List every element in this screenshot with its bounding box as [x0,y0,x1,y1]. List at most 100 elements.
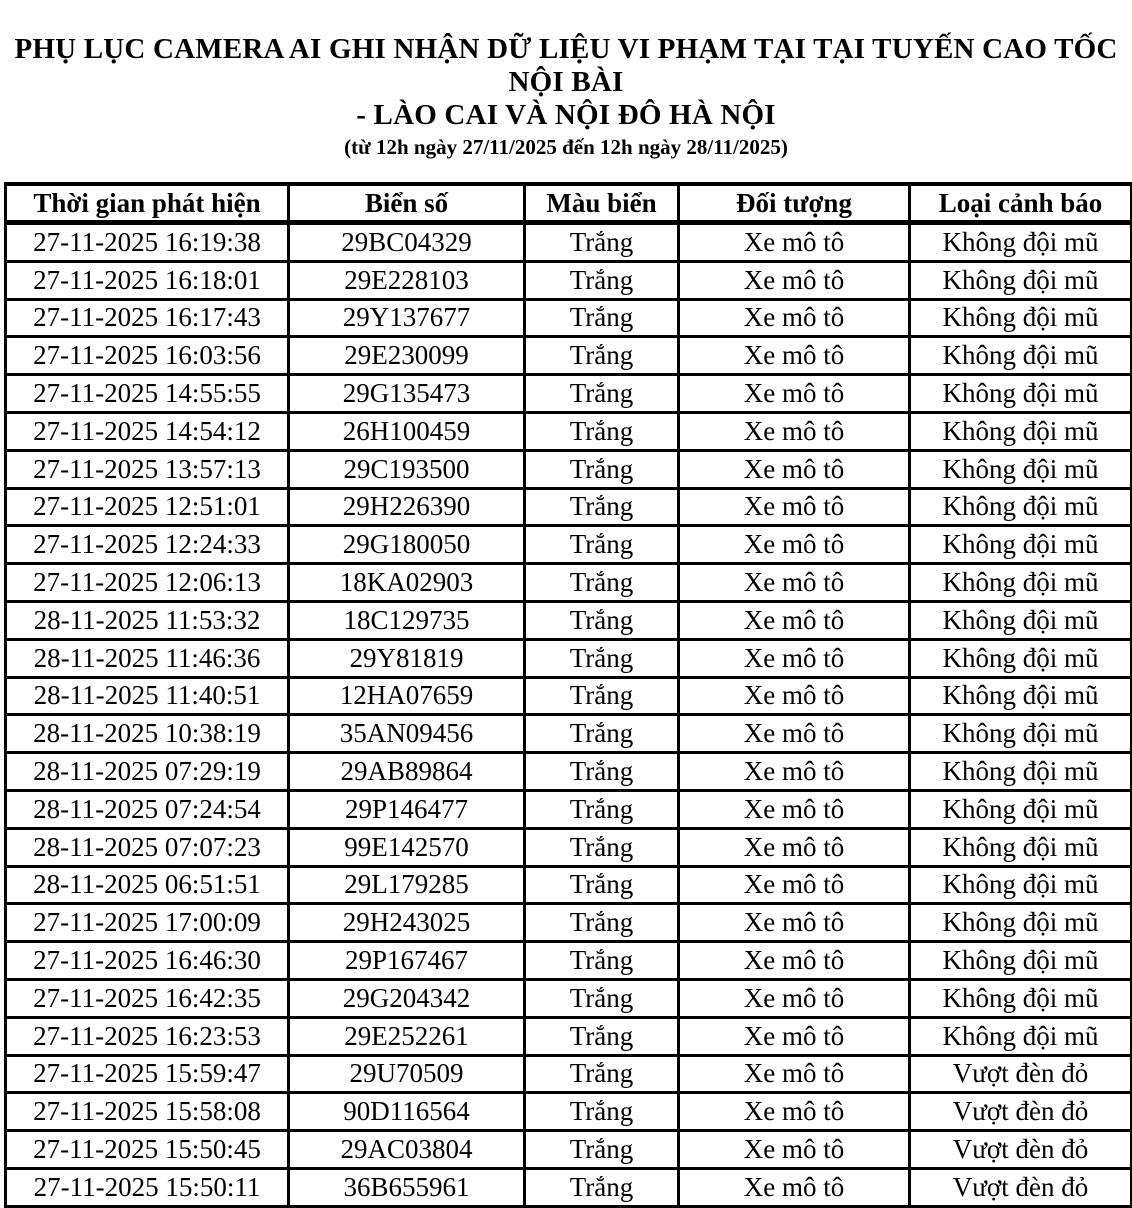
table-cell: Trắng [523,1015,680,1057]
table-cell: 99E142570 [287,826,526,868]
table-cell: 28-11-2025 10:38:19 [4,713,290,755]
table-cell: Trắng [523,220,680,263]
table-cell: 29E228103 [287,259,526,301]
column-header-object-type: Đối tượng [677,182,911,225]
table-cell: Không đội mũ [908,448,1132,490]
table-cell: Xe mô tô [677,524,911,566]
table-cell: Trắng [523,524,680,566]
table-cell: Xe mô tô [677,1166,911,1208]
table-cell: Xe mô tô [677,977,911,1019]
table-cell: Xe mô tô [677,599,911,641]
table-cell: Trắng [523,1053,680,1095]
table-row: 28-11-2025 11:53:32 18C129735 Trắng Xe mô t… [4,599,1132,641]
table-cell: Không đội mũ [908,675,1132,717]
table-cell: 18C129735 [287,599,526,641]
table-cell: 29BC04329 [287,220,526,263]
table-row: 27-11-2025 17:00:09 29H243025 Trắng Xe mô t… [4,902,1132,944]
table-row: 27-11-2025 16:17:43 29Y137677 Trắng Xe mô t… [4,297,1132,339]
table-cell: 12HA07659 [287,675,526,717]
table-row: 27-11-2025 12:51:01 29H226390 Trắng Xe mô t… [4,486,1132,528]
table-cell: Trắng [523,788,680,830]
table-cell: Trắng [523,637,680,679]
table-cell: 29Y81819 [287,637,526,679]
table-cell: Xe mô tô [677,1053,911,1095]
table-row: 28-11-2025 11:46:36 29Y81819 Trắng Xe mô tô… [4,637,1132,679]
table-row: 28-11-2025 11:40:51 12HA07659 Trắng Xe mô t… [4,675,1132,717]
table-cell: Xe mô tô [677,1091,911,1133]
violations-table: Thời gian phát hiện Biển số Màu biển Đối… [4,182,1132,1208]
table-row: 27-11-2025 16:46:30 29P167467 Trắng Xe mô t… [4,940,1132,981]
table-cell: Trắng [523,864,680,906]
table-cell: 29L179285 [287,864,526,906]
table-row: 27-11-2025 12:24:33 29G180050 Trắng Xe mô t… [4,524,1132,566]
table-cell: Trắng [523,599,680,641]
table-cell: 28-11-2025 06:51:51 [4,864,290,906]
table-cell: 28-11-2025 11:40:51 [4,675,290,717]
table-row: 28-11-2025 07:07:23 99E142570 Trắng Xe mô t… [4,826,1132,868]
table-cell: Trắng [523,486,680,528]
table-cell: Xe mô tô [677,940,911,981]
table-cell: 29E230099 [287,335,526,377]
page-title: PHỤ LỤC CAMERA AI GHI NHẬN DỮ LIỆU VI PH… [0,33,1132,132]
table-cell: Không đội mũ [908,373,1132,414]
table-cell: Không đội mũ [908,940,1132,981]
table-row: 27-11-2025 16:18:01 29E228103 Trắng Xe mô t… [4,259,1132,301]
table-cell: 29G135473 [287,373,526,414]
table-row: 27-11-2025 14:54:12 26H100459 Trắng Xe mô t… [4,410,1132,452]
table-cell: 28-11-2025 07:07:23 [4,826,290,868]
table-cell: Không đội mũ [908,599,1132,641]
table-cell: 29G180050 [287,524,526,566]
table-cell: 27-11-2025 16:18:01 [4,259,290,301]
table-cell: Xe mô tô [677,1129,911,1170]
table-cell: 29U70509 [287,1053,526,1095]
table-row: 28-11-2025 07:29:19 29AB89864 Trắng Xe mô t… [4,751,1132,792]
table-cell: 27-11-2025 12:06:13 [4,562,290,603]
table-cell: 27-11-2025 16:17:43 [4,297,290,339]
column-header-detection-time: Thời gian phát hiện [4,182,290,225]
table-cell: 29G204342 [287,977,526,1019]
table-cell: Trắng [523,713,680,755]
table-cell: Không đội mũ [908,864,1132,906]
table-cell: Trắng [523,335,680,377]
table-cell: Xe mô tô [677,297,911,339]
table-row: 27-11-2025 14:55:55 29G135473 Trắng Xe mô t… [4,373,1132,414]
table-cell: Không đội mũ [908,297,1132,339]
table-cell: Không đội mũ [908,902,1132,944]
table-cell: Trắng [523,1091,680,1133]
table-cell: Không đội mũ [908,562,1132,603]
table-row: 27-11-2025 15:58:08 90D116564 Trắng Xe mô t… [4,1091,1132,1133]
table-cell: 27-11-2025 15:59:47 [4,1053,290,1095]
table-row: 28-11-2025 10:38:19 35AN09456 Trắng Xe mô t… [4,713,1132,755]
table-cell: 36B655961 [287,1166,526,1208]
table-cell: Trắng [523,562,680,603]
table-cell: Xe mô tô [677,1015,911,1057]
table-cell: Trắng [523,751,680,792]
table-cell: 29P167467 [287,940,526,981]
table-cell: Xe mô tô [677,675,911,717]
table-cell: 28-11-2025 07:29:19 [4,751,290,792]
table-row: 27-11-2025 16:03:56 29E230099 Trắng Xe mô t… [4,335,1132,377]
table-cell: Xe mô tô [677,788,911,830]
table-cell: Trắng [523,675,680,717]
table-cell: 27-11-2025 16:23:53 [4,1015,290,1057]
table-cell: 27-11-2025 16:46:30 [4,940,290,981]
table-cell: Xe mô tô [677,373,911,414]
table-cell: 27-11-2025 15:58:08 [4,1091,290,1133]
table-cell: 27-11-2025 12:24:33 [4,524,290,566]
table-cell: Xe mô tô [677,259,911,301]
table-cell: 35AN09456 [287,713,526,755]
table-row: 27-11-2025 13:57:13 29C193500 Trắng Xe mô t… [4,448,1132,490]
table-row: 27-11-2025 16:23:53 29E252261 Trắng Xe mô t… [4,1015,1132,1057]
table-cell: 29Y137677 [287,297,526,339]
table-cell: Trắng [523,410,680,452]
table-cell: Trắng [523,373,680,414]
table-cell: Không đội mũ [908,637,1132,679]
table-row: 27-11-2025 16:42:35 29G204342 Trắng Xe mô t… [4,977,1132,1019]
table-cell: Không đội mũ [908,410,1132,452]
table-cell: 27-11-2025 14:55:55 [4,373,290,414]
table-row: 27-11-2025 15:59:47 29U70509 Trắng Xe mô tô… [4,1053,1132,1095]
table-cell: 29P146477 [287,788,526,830]
table-cell: Trắng [523,826,680,868]
table-cell: Không đội mũ [908,1015,1132,1057]
table-row: 27-11-2025 15:50:11 36B655961 Trắng Xe mô t… [4,1166,1132,1208]
